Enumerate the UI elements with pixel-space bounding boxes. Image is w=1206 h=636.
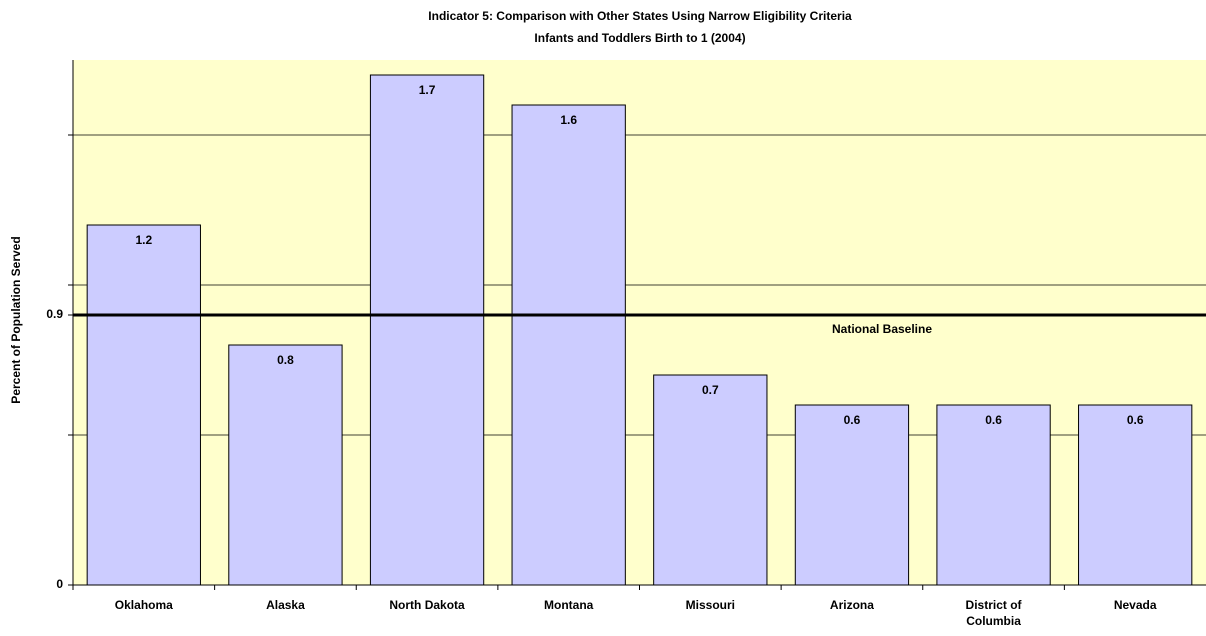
bar (1078, 404, 1193, 586)
x-tick-label: Arizona (829, 598, 874, 612)
bar (794, 404, 910, 586)
bar (86, 224, 201, 586)
bar (228, 344, 343, 586)
x-tick-label-box: Oklahoma (114, 598, 173, 612)
x-tick-label-box: Nevada (1113, 598, 1157, 612)
x-tick-label-box: North Dakota (389, 598, 465, 612)
bar (369, 74, 485, 586)
x-tick-label-box: District of Columbia (965, 598, 1022, 628)
y-tick-label: 0.9 (46, 307, 63, 321)
x-tick-label-box: Alaska (266, 598, 305, 612)
chart-subtitle: Infants and Toddlers Birth to 1 (2004) (534, 31, 745, 45)
x-tick-label-box: Arizona (829, 598, 874, 612)
data-label: 0.8 (277, 353, 294, 367)
x-tick-label: Montana (544, 598, 594, 612)
x-tick-label-box: Missouri (685, 598, 735, 612)
x-tick-label: Oklahoma (114, 598, 173, 612)
bar (653, 374, 768, 586)
x-tick-label-box: Montana (544, 598, 594, 612)
chart-title: Indicator 5: Comparison with Other State… (428, 9, 852, 23)
data-label: 1.2 (135, 233, 152, 247)
data-label: 0.6 (985, 413, 1002, 427)
data-label: 0.6 (1127, 413, 1144, 427)
x-tick-label: District of Columbia (965, 598, 1022, 628)
bar (511, 104, 626, 586)
y-axis-label: Percent of Population Served (9, 236, 23, 403)
x-tick-label: Missouri (685, 598, 735, 612)
data-label: 0.7 (702, 383, 719, 397)
baseline-label: National Baseline (832, 322, 932, 336)
data-label: 1.6 (560, 113, 577, 127)
data-label: 0.6 (844, 413, 861, 427)
x-tick-label: Alaska (266, 598, 305, 612)
y-tick-label: 0 (56, 577, 63, 591)
x-tick-label: North Dakota (389, 598, 465, 612)
x-tick-label: Nevada (1113, 598, 1157, 612)
bar (936, 404, 1051, 586)
data-label: 1.7 (419, 83, 436, 97)
